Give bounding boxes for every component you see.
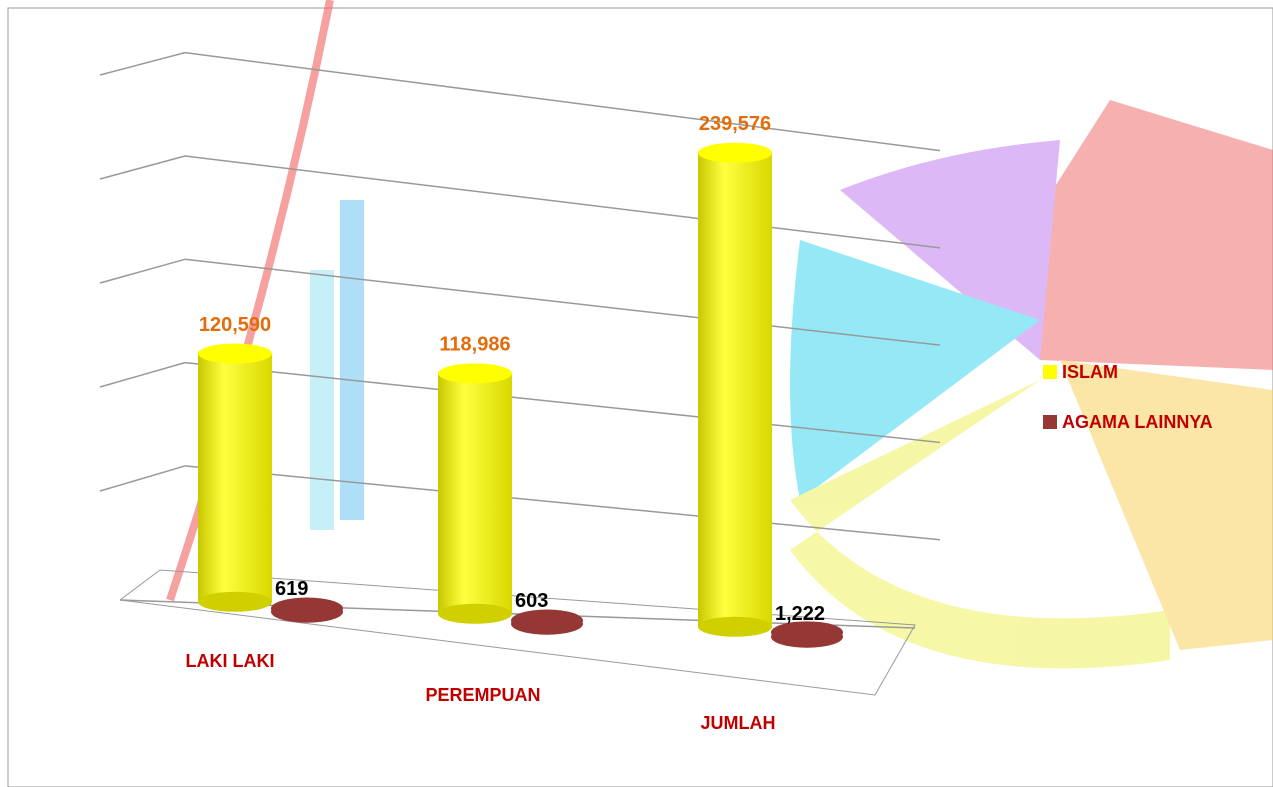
grid-line [99,155,186,180]
data-label: 118,986 [439,334,510,356]
bar [511,609,583,635]
bar-decoration [340,200,364,520]
bar [698,142,772,637]
bar-body [198,353,272,602]
bar-top [771,621,843,644]
x-tick-label: JUMLAH [701,713,776,733]
data-label: 603 [515,590,548,612]
data-label: 120,590 [199,314,271,336]
bar [198,343,272,612]
bar [271,597,343,623]
legend-label: ISLAM [1062,362,1118,382]
bar-top [698,142,772,163]
grid-line [184,258,941,346]
frame [7,7,1273,787]
bar-bottom [698,616,772,637]
bar [438,363,512,624]
data-label: 1,222 [775,603,825,625]
bar-decoration [310,270,334,530]
legend-swatch [1043,415,1057,429]
x-tick-label: PEREMPUAN [425,685,540,705]
x-tick-label: LAKI LAKI [186,651,275,671]
grid-line [184,361,941,444]
grid-line [99,258,186,284]
bar-body [438,373,512,614]
grid-line [99,465,186,492]
bar-top [271,597,343,620]
bar-bottom [198,591,272,612]
grid-line [184,51,941,152]
grid-line [99,51,186,76]
bar-bottom [438,603,512,624]
legend-swatch [1043,365,1057,379]
bar-body [698,152,772,627]
grid-line [184,465,941,541]
arrow-decoration [166,0,334,602]
grid-line [184,155,941,249]
bar-top [511,609,583,632]
data-label: 239,576 [699,113,771,135]
bar-top [438,363,512,384]
pie-decoration [790,100,1273,669]
floor [119,569,916,696]
legend-label: AGAMA LAINNYA [1062,412,1213,432]
grid-line [99,361,186,388]
bar [771,621,843,648]
data-label: 619 [275,578,308,600]
bar-top [198,343,272,364]
